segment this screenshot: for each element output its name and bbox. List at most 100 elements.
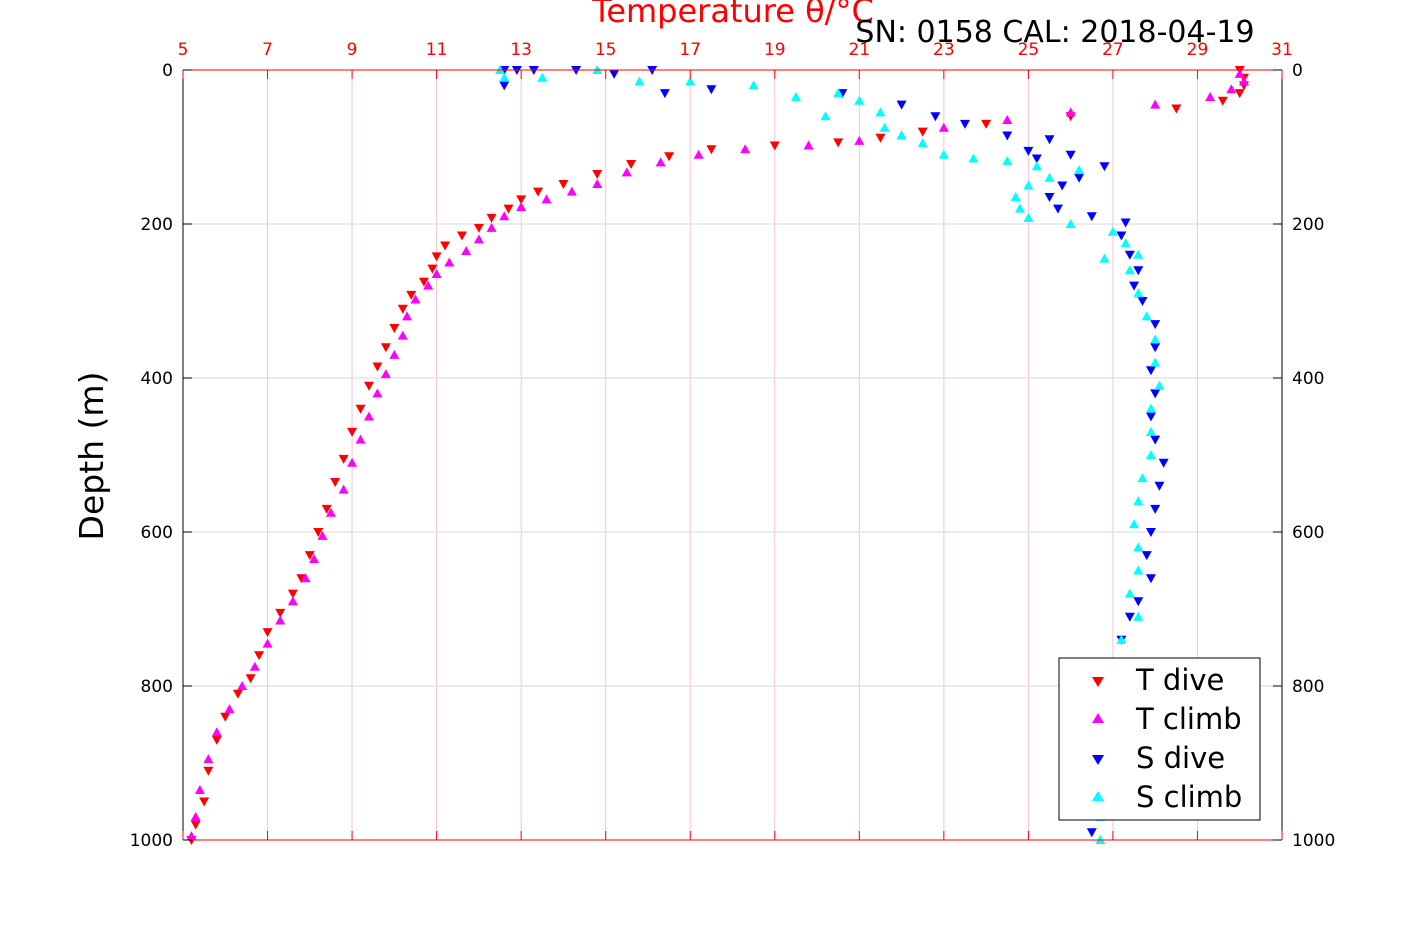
data-point-t-dive	[203, 766, 214, 776]
data-point-s-climb	[1145, 450, 1156, 459]
data-point-t-climb	[423, 280, 434, 290]
data-point-t-climb	[194, 784, 205, 794]
data-point-t-dive	[473, 223, 484, 233]
data-point-s-dive	[1145, 366, 1156, 376]
data-point-t-climb	[566, 186, 577, 196]
data-point-t-dive	[664, 152, 675, 162]
data-point-s-dive	[609, 69, 620, 79]
data-point-t-climb	[410, 294, 421, 304]
data-point-t-dive	[533, 187, 544, 197]
data-point-s-climb	[1145, 426, 1156, 436]
legend-item-t-climb: T climb	[1092, 702, 1242, 736]
data-point-t-climb	[211, 727, 222, 737]
data-point-s-climb	[854, 95, 865, 105]
x-tick-label: 21	[848, 40, 870, 60]
data-point-t-dive	[833, 138, 844, 148]
data-point-t-climb	[203, 754, 214, 764]
data-point-t-dive	[427, 264, 438, 274]
legend-marker-t-climb	[1092, 713, 1104, 723]
data-point-s-dive	[1150, 504, 1161, 514]
data-point-t-dive	[431, 252, 442, 262]
data-point-s-climb	[1150, 334, 1161, 344]
data-point-t-dive	[917, 127, 928, 137]
data-point-s-dive	[499, 81, 510, 91]
data-point-s-climb	[938, 149, 949, 159]
data-point-s-dive	[1150, 343, 1161, 353]
data-point-t-dive	[389, 323, 400, 333]
data-point-t-climb	[1065, 107, 1076, 117]
legend-label-s-climb: S climb	[1136, 780, 1242, 814]
y-tick-label-right: 800	[1292, 677, 1324, 697]
data-point-t-dive	[232, 689, 243, 699]
legend-label-t-climb: T climb	[1135, 702, 1242, 736]
data-point-t-dive	[592, 169, 603, 179]
data-point-s-climb	[879, 122, 890, 132]
data-point-s-dive	[896, 100, 907, 110]
data-point-t-dive	[321, 504, 332, 514]
data-point-s-climb	[875, 107, 886, 117]
data-point-t-climb	[389, 349, 400, 359]
data-point-t-dive	[626, 159, 637, 169]
data-point-t-climb	[249, 661, 260, 671]
data-point-s-dive	[1065, 150, 1076, 160]
data-point-s-climb	[1154, 380, 1165, 390]
data-point-s-dive	[1044, 193, 1055, 203]
data-point-s-dive	[1129, 281, 1140, 291]
data-point-t-dive	[372, 362, 383, 372]
y-tick-label-left: 400	[141, 369, 173, 389]
data-point-s-climb	[1044, 172, 1055, 182]
x-tick-label: 27	[1102, 40, 1124, 60]
x-tick-label: 31	[1271, 40, 1293, 60]
data-point-t-dive	[397, 304, 408, 314]
data-point-t-climb	[592, 178, 603, 188]
x-tick-label: 13	[510, 40, 532, 60]
data-point-s-dive	[1150, 389, 1161, 399]
data-point-t-dive	[262, 628, 273, 638]
data-point-t-climb	[300, 573, 311, 583]
data-point-s-climb	[790, 91, 801, 101]
y-tick-label-left: 0	[162, 61, 173, 81]
data-point-s-dive	[1150, 435, 1161, 445]
data-point-s-dive	[1099, 162, 1110, 172]
data-point-s-dive	[1031, 154, 1042, 164]
instrument-info: SN: 0158 CAL: 2018-04-19	[855, 15, 1254, 50]
data-point-t-dive	[418, 277, 429, 287]
data-point-s-climb	[1120, 238, 1131, 248]
legend-item-s-climb: S climb	[1092, 780, 1242, 814]
data-point-t-climb	[803, 140, 814, 150]
data-point-t-dive	[503, 204, 514, 214]
y-tick-label-right: 600	[1292, 523, 1324, 543]
data-point-t-climb	[655, 157, 666, 167]
data-point-s-dive	[1145, 574, 1156, 584]
legend-marker-s-dive	[1092, 755, 1104, 765]
x-tick-label: 15	[595, 40, 617, 60]
data-point-s-dive	[1057, 181, 1068, 191]
data-point-s-dive	[1145, 528, 1156, 537]
data-point-t-climb	[275, 615, 286, 625]
data-point-t-climb	[486, 222, 497, 232]
data-point-t-climb	[355, 434, 366, 444]
data-point-s-climb	[896, 130, 907, 140]
legend-box	[1058, 657, 1261, 821]
data-point-t-dive	[516, 195, 527, 205]
data-point-s-climb	[1010, 192, 1021, 202]
x-tick-label: 25	[1018, 40, 1040, 60]
y-tick-label-left: 800	[141, 677, 173, 697]
data-point-s-dive	[1154, 481, 1165, 491]
data-point-s-dive	[1052, 204, 1063, 214]
data-point-t-dive	[706, 145, 717, 155]
data-point-t-climb	[186, 831, 197, 841]
data-point-s-dive	[1074, 173, 1085, 183]
data-point-t-climb	[347, 457, 358, 467]
data-point-t-climb	[740, 144, 751, 154]
data-point-t-climb	[402, 311, 413, 321]
data-point-t-climb	[190, 811, 201, 821]
data-point-s-dive	[1023, 146, 1034, 156]
data-point-s-climb	[1145, 403, 1156, 413]
data-point-t-dive	[406, 290, 417, 300]
data-point-s-dive	[1116, 231, 1127, 241]
y-tick-label-right: 200	[1292, 215, 1324, 235]
data-point-t-dive	[363, 381, 374, 391]
data-point-s-climb	[1124, 588, 1135, 598]
